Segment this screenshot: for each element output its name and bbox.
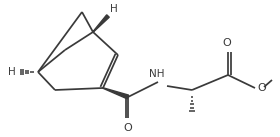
Text: O: O (124, 123, 132, 133)
Text: H: H (110, 4, 118, 14)
Text: NH: NH (149, 69, 165, 79)
Polygon shape (93, 15, 109, 32)
Text: H: H (8, 67, 16, 77)
Text: O: O (223, 38, 231, 48)
Text: O: O (257, 83, 266, 93)
Polygon shape (103, 88, 129, 99)
